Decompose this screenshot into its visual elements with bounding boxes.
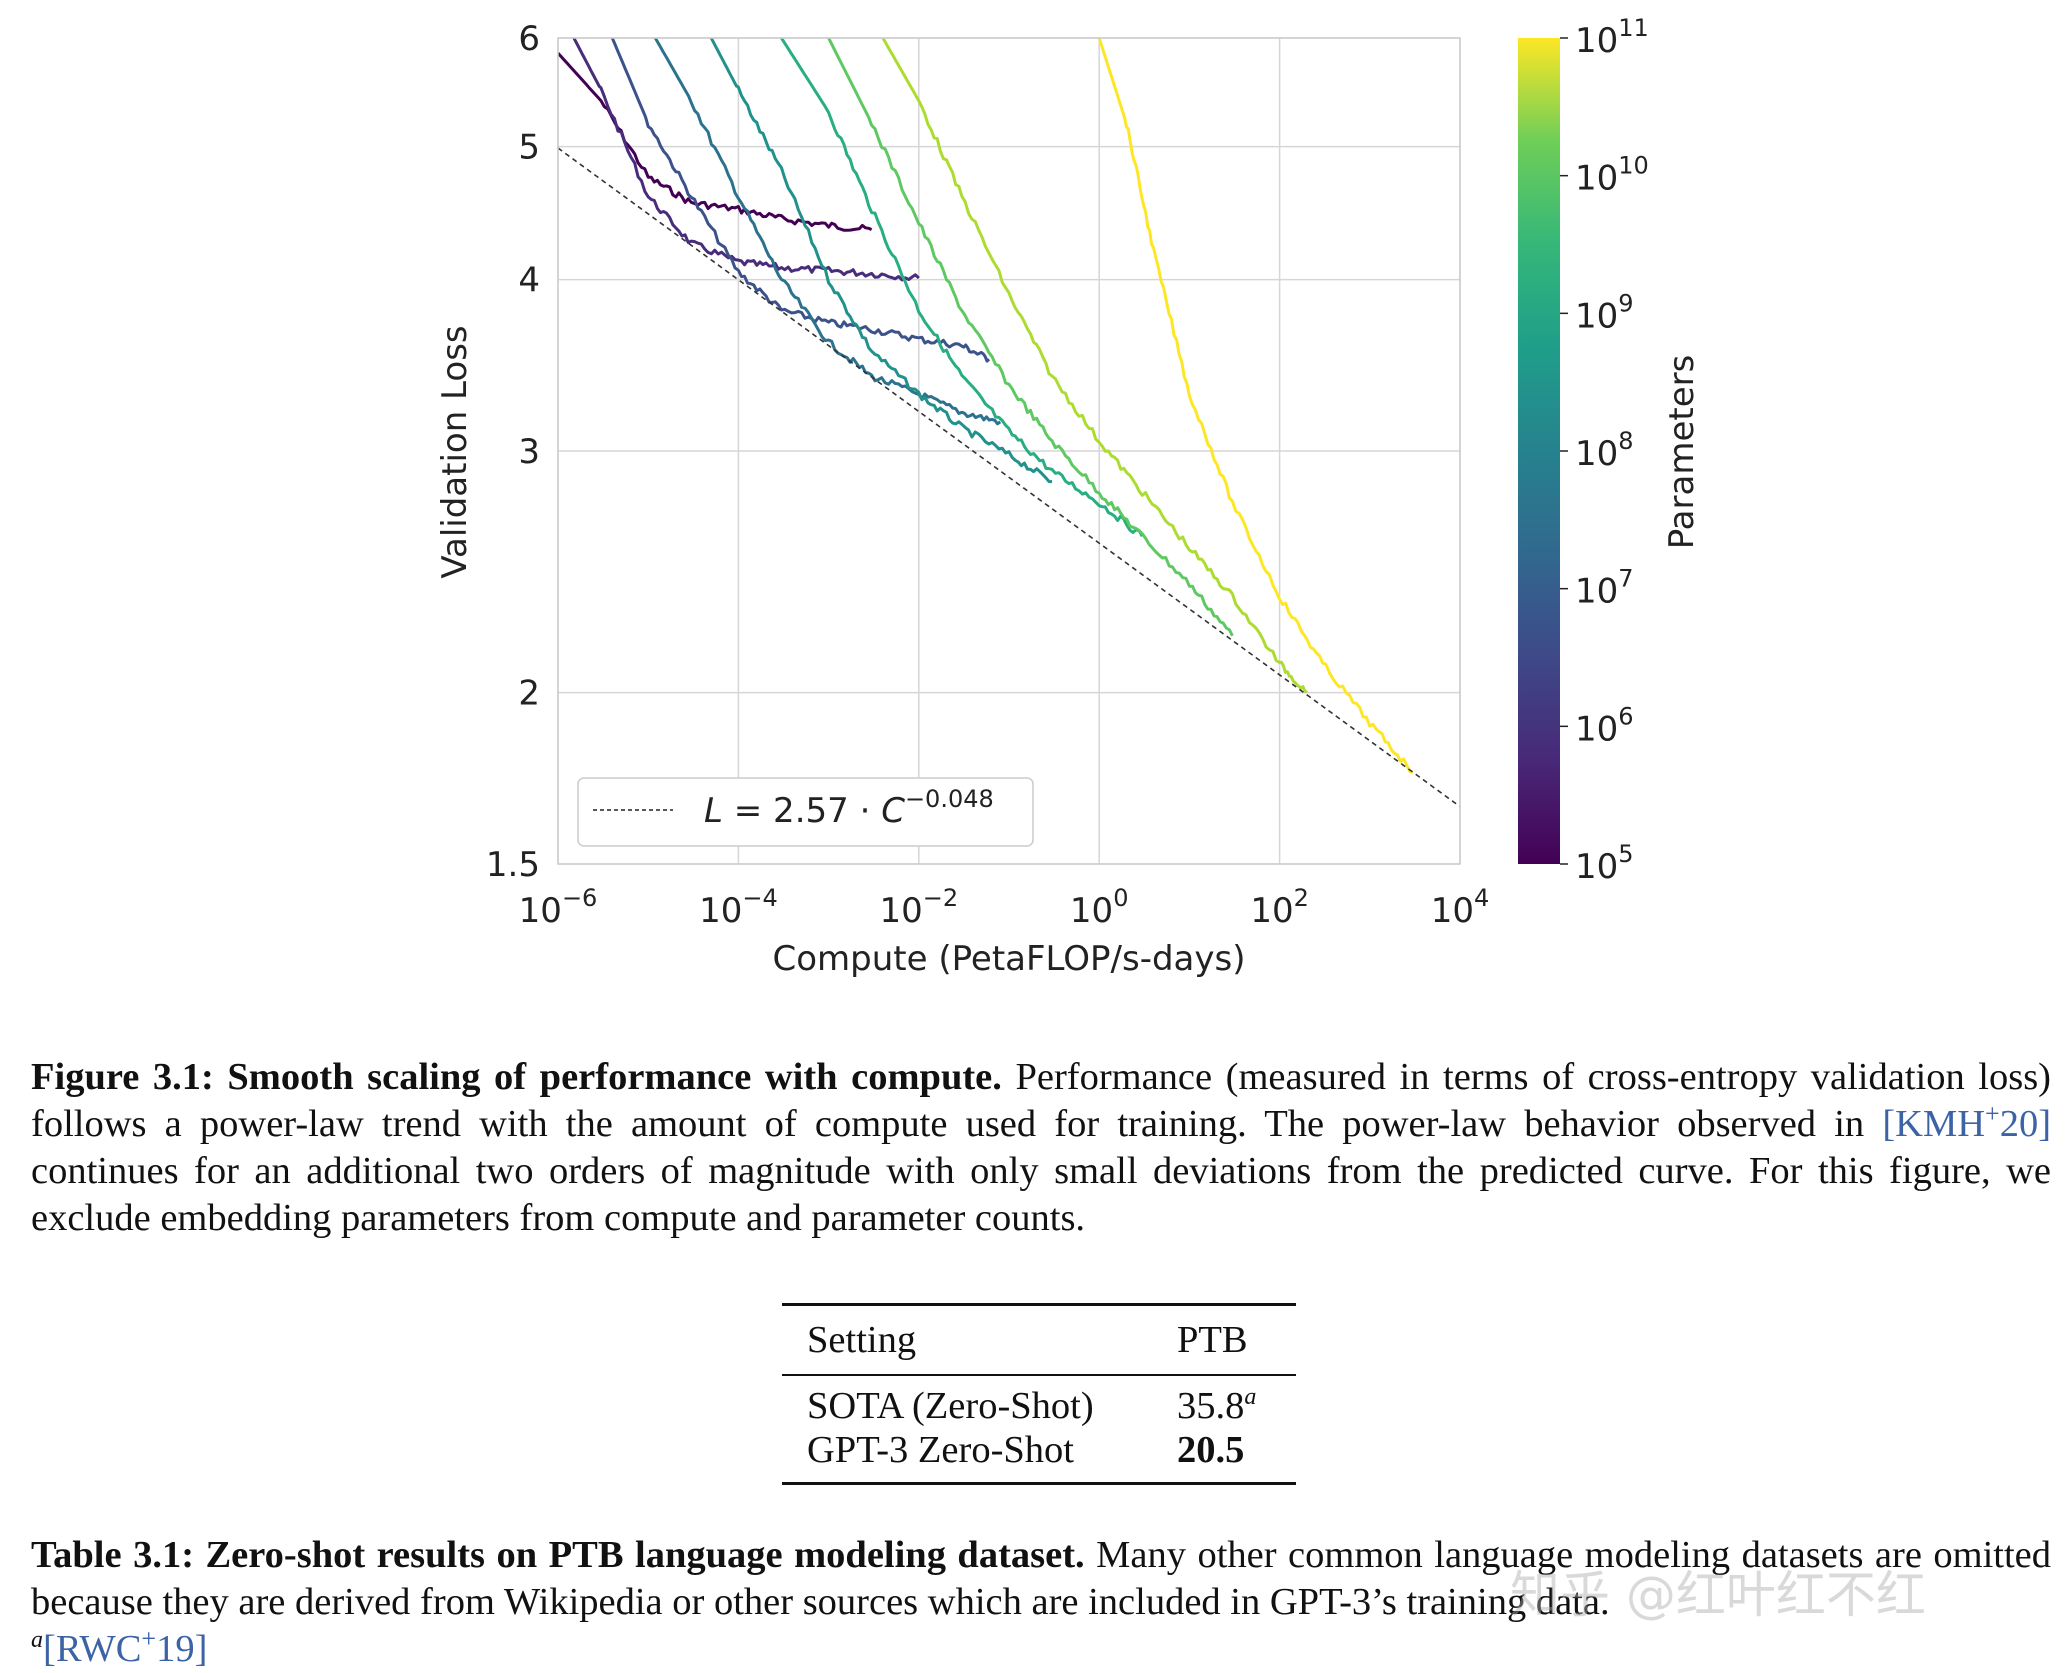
row-setting: GPT-3 Zero-Shot <box>807 1429 1074 1471</box>
x-tick-label: 10−2 <box>879 884 958 931</box>
colorbar-tick-label: 109 <box>1575 289 1634 336</box>
header-setting: Setting <box>807 1319 917 1361</box>
citation-link-kmh20[interactable]: [KMH+20] <box>1882 1099 2052 1146</box>
table-caption-title: Zero-shot results on PTB language modeli… <box>205 1534 1085 1576</box>
footnote-marker: a <box>1244 1384 1257 1410</box>
x-tick-label: 10−6 <box>519 884 598 931</box>
series-line <box>827 38 1234 637</box>
y-tick-label: 5 <box>518 128 540 168</box>
legend-box <box>577 777 1034 847</box>
series-line <box>558 52 873 232</box>
power-law-fit-line <box>558 147 1460 808</box>
y-tick-label: 4 <box>518 261 540 301</box>
svg-text:L = 2.57 · C−0.048: L = 2.57 · C−0.048 <box>704 785 994 831</box>
table-row: GPT-3 Zero-Shot 20.5 <box>782 1428 1296 1484</box>
colorbar <box>1518 38 1560 864</box>
row-value: 20.5 <box>1177 1429 1245 1471</box>
figure-caption-text: Performance (measured in terms of cross-… <box>31 1056 2051 1145</box>
y-tick-label: 2 <box>518 674 540 714</box>
colorbar-tick-label: 108 <box>1575 427 1634 474</box>
series-line <box>654 38 1002 426</box>
colorbar-tick-label: 107 <box>1575 565 1634 612</box>
footnote-mark: a <box>31 1627 43 1653</box>
legend-formula: L = 2.57 · C−0.048 <box>704 785 994 831</box>
header-ptb: PTB <box>1177 1319 1248 1361</box>
row-setting: SOTA (Zero-Shot) <box>807 1385 1094 1427</box>
colorbar-tick-label: 1011 <box>1575 14 1649 61</box>
figure-caption-title: Smooth scaling of performance with compu… <box>227 1056 1002 1098</box>
citation-link-rwc19[interactable]: [RWC+19] <box>43 1624 208 1671</box>
y-tick-label: 6 <box>518 19 540 59</box>
row-value: 35.8a <box>1177 1384 1257 1427</box>
series-line <box>881 38 1308 694</box>
y-axis-label: Validation Loss <box>435 325 475 578</box>
series-line <box>709 38 1053 484</box>
scaling-chart: 10−6 10−4 10−2 100 102 104 6 5 4 3 2 1.5 Validation… <box>435 14 1702 979</box>
legend: L = 2.57 · C−0.048 <box>577 777 1034 847</box>
table-caption: Table 3.1: Zero-shot results on PTB lang… <box>31 1532 2051 1673</box>
figure-caption-label: Figure 3.1: <box>31 1056 214 1098</box>
colorbar-label: Parameters <box>1662 355 1702 550</box>
table-caption-label: Table 3.1: <box>31 1534 195 1576</box>
results-table: Setting PTB SOTA (Zero-Shot) 35.8a GPT-3… <box>782 1303 1296 1485</box>
table-header-row: Setting PTB <box>782 1304 1296 1375</box>
figure-caption-text-continued: continues for an additional two orders o… <box>31 1150 2051 1239</box>
plot-frame <box>557 37 1461 865</box>
y-tick-label: 1.5 <box>486 845 540 885</box>
watermark: 知乎 @红叶红不红 <box>1510 1566 1926 1624</box>
x-tick-label: 102 <box>1250 884 1309 931</box>
series-line <box>780 38 1144 538</box>
series-line <box>610 38 991 363</box>
x-axis-label: Compute (PetaFLOP/s-days) <box>773 939 1246 979</box>
x-tick-label: 100 <box>1070 884 1129 931</box>
series-line <box>572 38 920 282</box>
x-tick-label: 104 <box>1431 884 1490 931</box>
colorbar-tick-label: 106 <box>1575 702 1634 749</box>
y-tick-label: 3 <box>518 432 540 472</box>
figure-caption: Figure 3.1: Smooth scaling of performanc… <box>31 1054 2051 1242</box>
colorbar-tick-label: 105 <box>1575 840 1634 887</box>
table-row: SOTA (Zero-Shot) 35.8a <box>782 1375 1296 1428</box>
table-caption-text: Many other common language modeling data… <box>31 1534 2052 1623</box>
colorbar-tick-label: 1010 <box>1575 152 1649 199</box>
series-line <box>1097 38 1414 774</box>
x-tick-label: 10−4 <box>699 884 778 931</box>
